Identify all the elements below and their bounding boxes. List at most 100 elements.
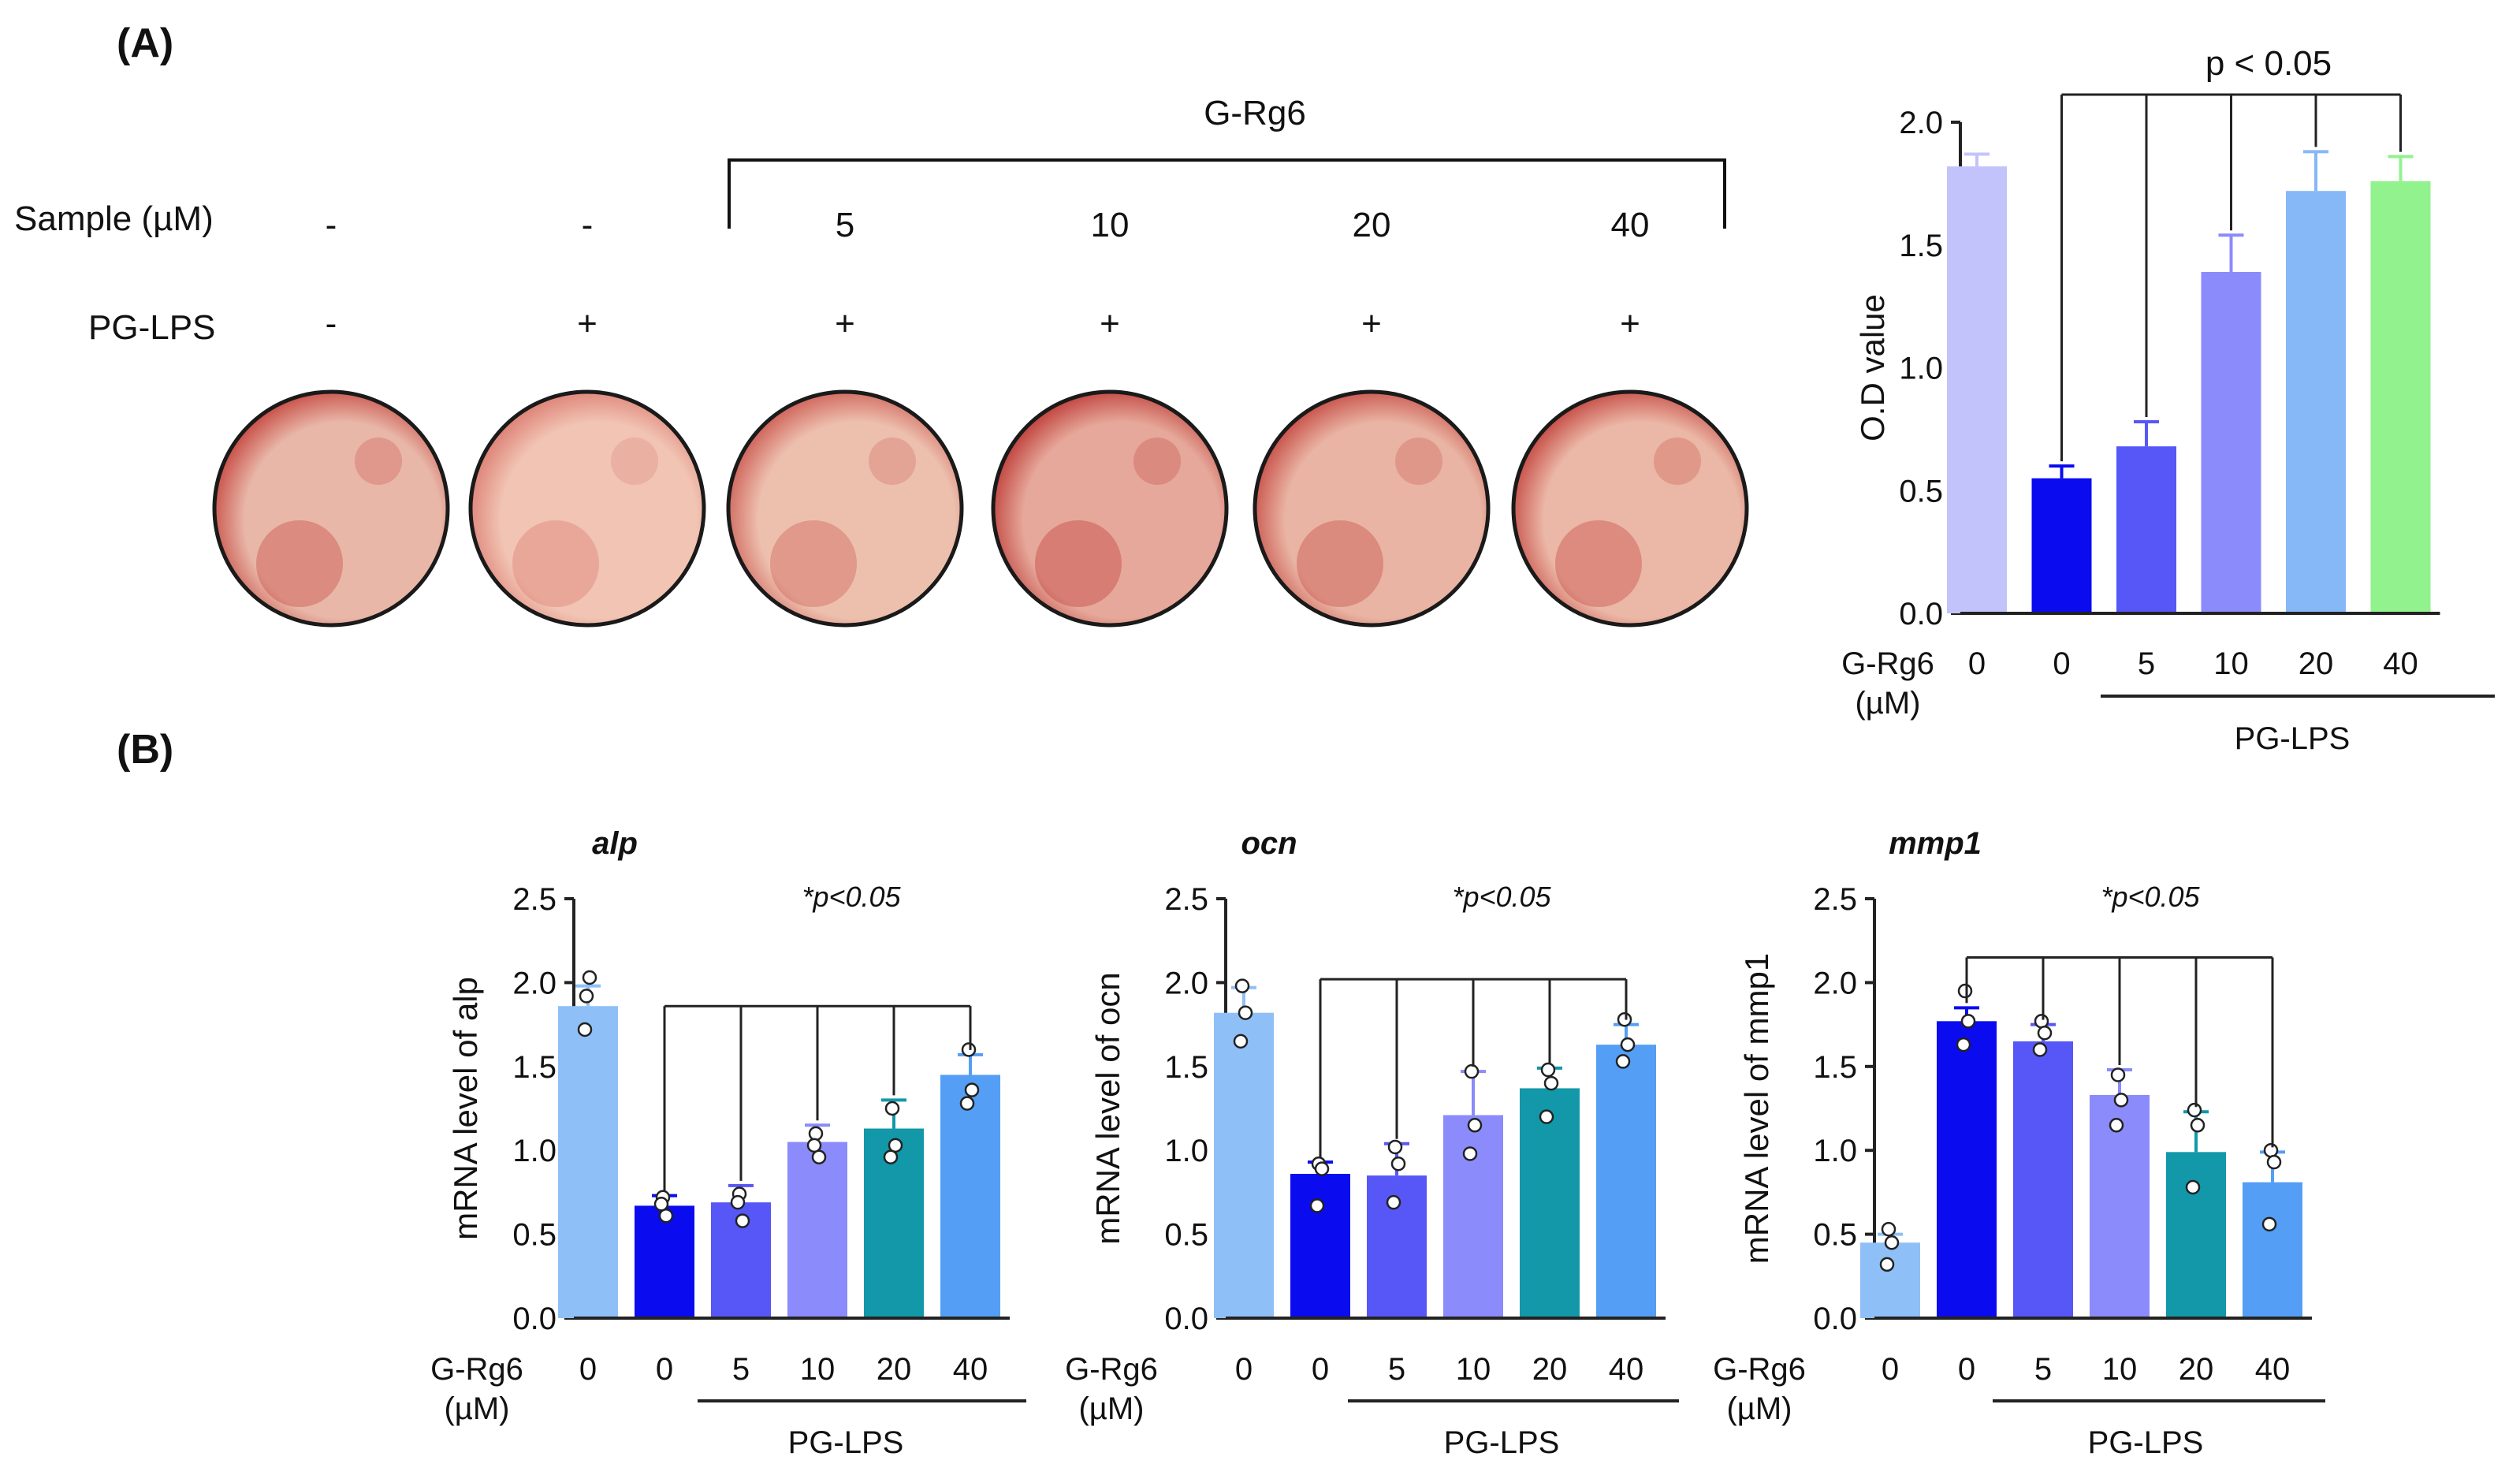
x-tick-label-mmp1-3: 10 — [2102, 1352, 2138, 1387]
bar-ocn-4 — [1520, 1088, 1580, 1318]
data-point-ocn-2 — [1387, 1139, 1403, 1155]
group-label-alp: PG-LPS — [788, 1425, 904, 1460]
x-tick-label-ocn-4: 20 — [1532, 1352, 1568, 1387]
lps-value-0: - — [326, 304, 337, 343]
data-point-alp-4 — [888, 1138, 903, 1153]
bar-mmp1-5 — [2243, 1182, 2302, 1318]
sample-value-5: 40 — [1611, 206, 1650, 244]
x-tick-label-ocn-2: 5 — [1388, 1352, 1405, 1387]
x-tick-label-alp-5: 40 — [953, 1352, 988, 1387]
x-tick-label-mmp1-4: 20 — [2179, 1352, 2214, 1387]
bar-mmp1-3 — [2090, 1094, 2150, 1318]
y-tick-label-alp: 2.0 — [512, 966, 556, 1000]
y-axis-title-od: O.D value — [1854, 294, 1891, 441]
bar-mmp1-2 — [2013, 1041, 2073, 1318]
x-tick-label-alp-2: 5 — [732, 1352, 750, 1387]
data-point-alp-0 — [579, 989, 594, 1004]
data-point-ocn-5 — [1620, 1037, 1636, 1052]
y-axis-title-mmp1: mRNA level of mmp1 — [1738, 953, 1775, 1264]
data-point-mmp1-0 — [1884, 1235, 1900, 1250]
data-point-alp-2 — [735, 1213, 750, 1228]
x-tick-label-ocn-0: 0 — [1235, 1352, 1253, 1387]
data-point-mmp1-1 — [1957, 983, 1973, 999]
data-point-ocn-3 — [1462, 1146, 1478, 1161]
y-tick-label-mmp1: 2.0 — [1813, 966, 1857, 1000]
x-tick-label-mmp1-5: 40 — [2255, 1352, 2291, 1387]
data-point-ocn-0 — [1234, 978, 1250, 993]
y-tick-label-od: 0.5 — [1899, 474, 1943, 508]
data-point-alp-3 — [811, 1149, 827, 1164]
x-tick-label-alp-4: 20 — [877, 1352, 912, 1387]
data-point-ocn-3 — [1467, 1118, 1483, 1133]
data-point-mmp1-4 — [2187, 1102, 2202, 1118]
lps-value-2: + — [835, 304, 855, 343]
data-point-alp-2 — [730, 1194, 746, 1210]
bar-od-1 — [2031, 478, 2092, 613]
data-point-mmp1-3 — [2113, 1093, 2129, 1108]
sample-row-label: Sample (µM) — [14, 199, 214, 238]
y-tick-label-mmp1: 1.5 — [1813, 1050, 1857, 1085]
x-tick-label-ocn-1: 0 — [1312, 1352, 1329, 1387]
data-point-alp-5 — [959, 1096, 975, 1111]
data-point-mmp1-1 — [1960, 1014, 1976, 1029]
data-point-mmp1-5 — [2263, 1142, 2279, 1158]
data-point-ocn-0 — [1233, 1034, 1249, 1049]
data-point-mmp1-1 — [1956, 1037, 1971, 1052]
x-tick-label-od-5: 40 — [2383, 646, 2418, 681]
well-control — [212, 389, 450, 628]
y-tick-label-mmp1: 2.5 — [1813, 882, 1857, 917]
bar-mmp1-1 — [1937, 1021, 1997, 1318]
sample-value-0: - — [326, 206, 337, 244]
plate-group-label: G-Rg6 — [1204, 94, 1306, 132]
significance-label-od: p < 0.05 — [2205, 44, 2332, 83]
x-tick-label-od-4: 20 — [2299, 646, 2334, 681]
chart-title-alp: alp — [592, 826, 638, 861]
significance-label-alp: *p<0.05 — [802, 881, 901, 913]
data-point-mmp1-4 — [2190, 1118, 2205, 1133]
bar-ocn-1 — [1290, 1173, 1350, 1318]
sample-value-4: 20 — [1353, 206, 1391, 244]
data-point-mmp1-5 — [2266, 1154, 2282, 1170]
x-tick-label-od-0: 0 — [1968, 646, 1986, 681]
bar-ocn-3 — [1443, 1115, 1503, 1318]
y-tick-label-od: 1.5 — [1899, 229, 1943, 263]
x-label-line2-mmp1: (µM) — [1726, 1391, 1792, 1426]
y-tick-label-alp: 0.0 — [512, 1302, 556, 1336]
data-point-mmp1-3 — [2109, 1118, 2124, 1133]
data-point-ocn-1 — [1314, 1161, 1330, 1176]
lps-value-4: + — [1361, 304, 1382, 343]
data-point-ocn-5 — [1615, 1054, 1631, 1069]
bar-ocn-5 — [1596, 1045, 1656, 1318]
group-label-ocn: PG-LPS — [1444, 1425, 1560, 1460]
data-point-mmp1-0 — [1881, 1221, 1897, 1237]
chart-title-mmp1: mmp1 — [1889, 826, 1982, 861]
y-tick-label-ocn: 0.5 — [1164, 1218, 1208, 1253]
bar-alp-5 — [940, 1075, 1000, 1318]
y-tick-label-ocn: 1.0 — [1164, 1134, 1208, 1168]
y-tick-label-od: 1.0 — [1899, 352, 1943, 386]
data-point-alp-5 — [964, 1082, 980, 1097]
data-point-ocn-2 — [1386, 1194, 1401, 1210]
y-tick-label-ocn: 2.0 — [1164, 966, 1208, 1000]
data-point-ocn-4 — [1543, 1075, 1559, 1091]
data-point-mmp1-2 — [2032, 1042, 2048, 1057]
y-tick-label-mmp1: 0.5 — [1813, 1218, 1857, 1253]
data-point-mmp1-3 — [2110, 1067, 2126, 1082]
bar-od-3 — [2201, 272, 2261, 613]
y-tick-label-alp: 1.5 — [512, 1050, 556, 1085]
data-point-alp-3 — [806, 1138, 822, 1153]
y-tick-label-ocn: 1.5 — [1164, 1050, 1208, 1085]
y-axis-title-ocn: mRNA level of ocn — [1089, 972, 1126, 1244]
data-point-mmp1-0 — [1879, 1257, 1895, 1272]
sample-value-3: 10 — [1091, 206, 1130, 244]
data-point-ocn-2 — [1390, 1156, 1406, 1171]
x-tick-label-mmp1-0: 0 — [1882, 1352, 1899, 1387]
data-point-ocn-4 — [1540, 1062, 1556, 1078]
x-tick-label-ocn-3: 10 — [1456, 1352, 1491, 1387]
data-point-ocn-1 — [1309, 1198, 1325, 1213]
y-tick-label-ocn: 2.5 — [1164, 882, 1208, 917]
data-point-mmp1-2 — [2037, 1025, 2053, 1041]
well-grg6-40 — [1511, 389, 1749, 628]
panel-a-label: (A) — [117, 20, 173, 66]
y-tick-label-od: 2.0 — [1899, 106, 1943, 140]
